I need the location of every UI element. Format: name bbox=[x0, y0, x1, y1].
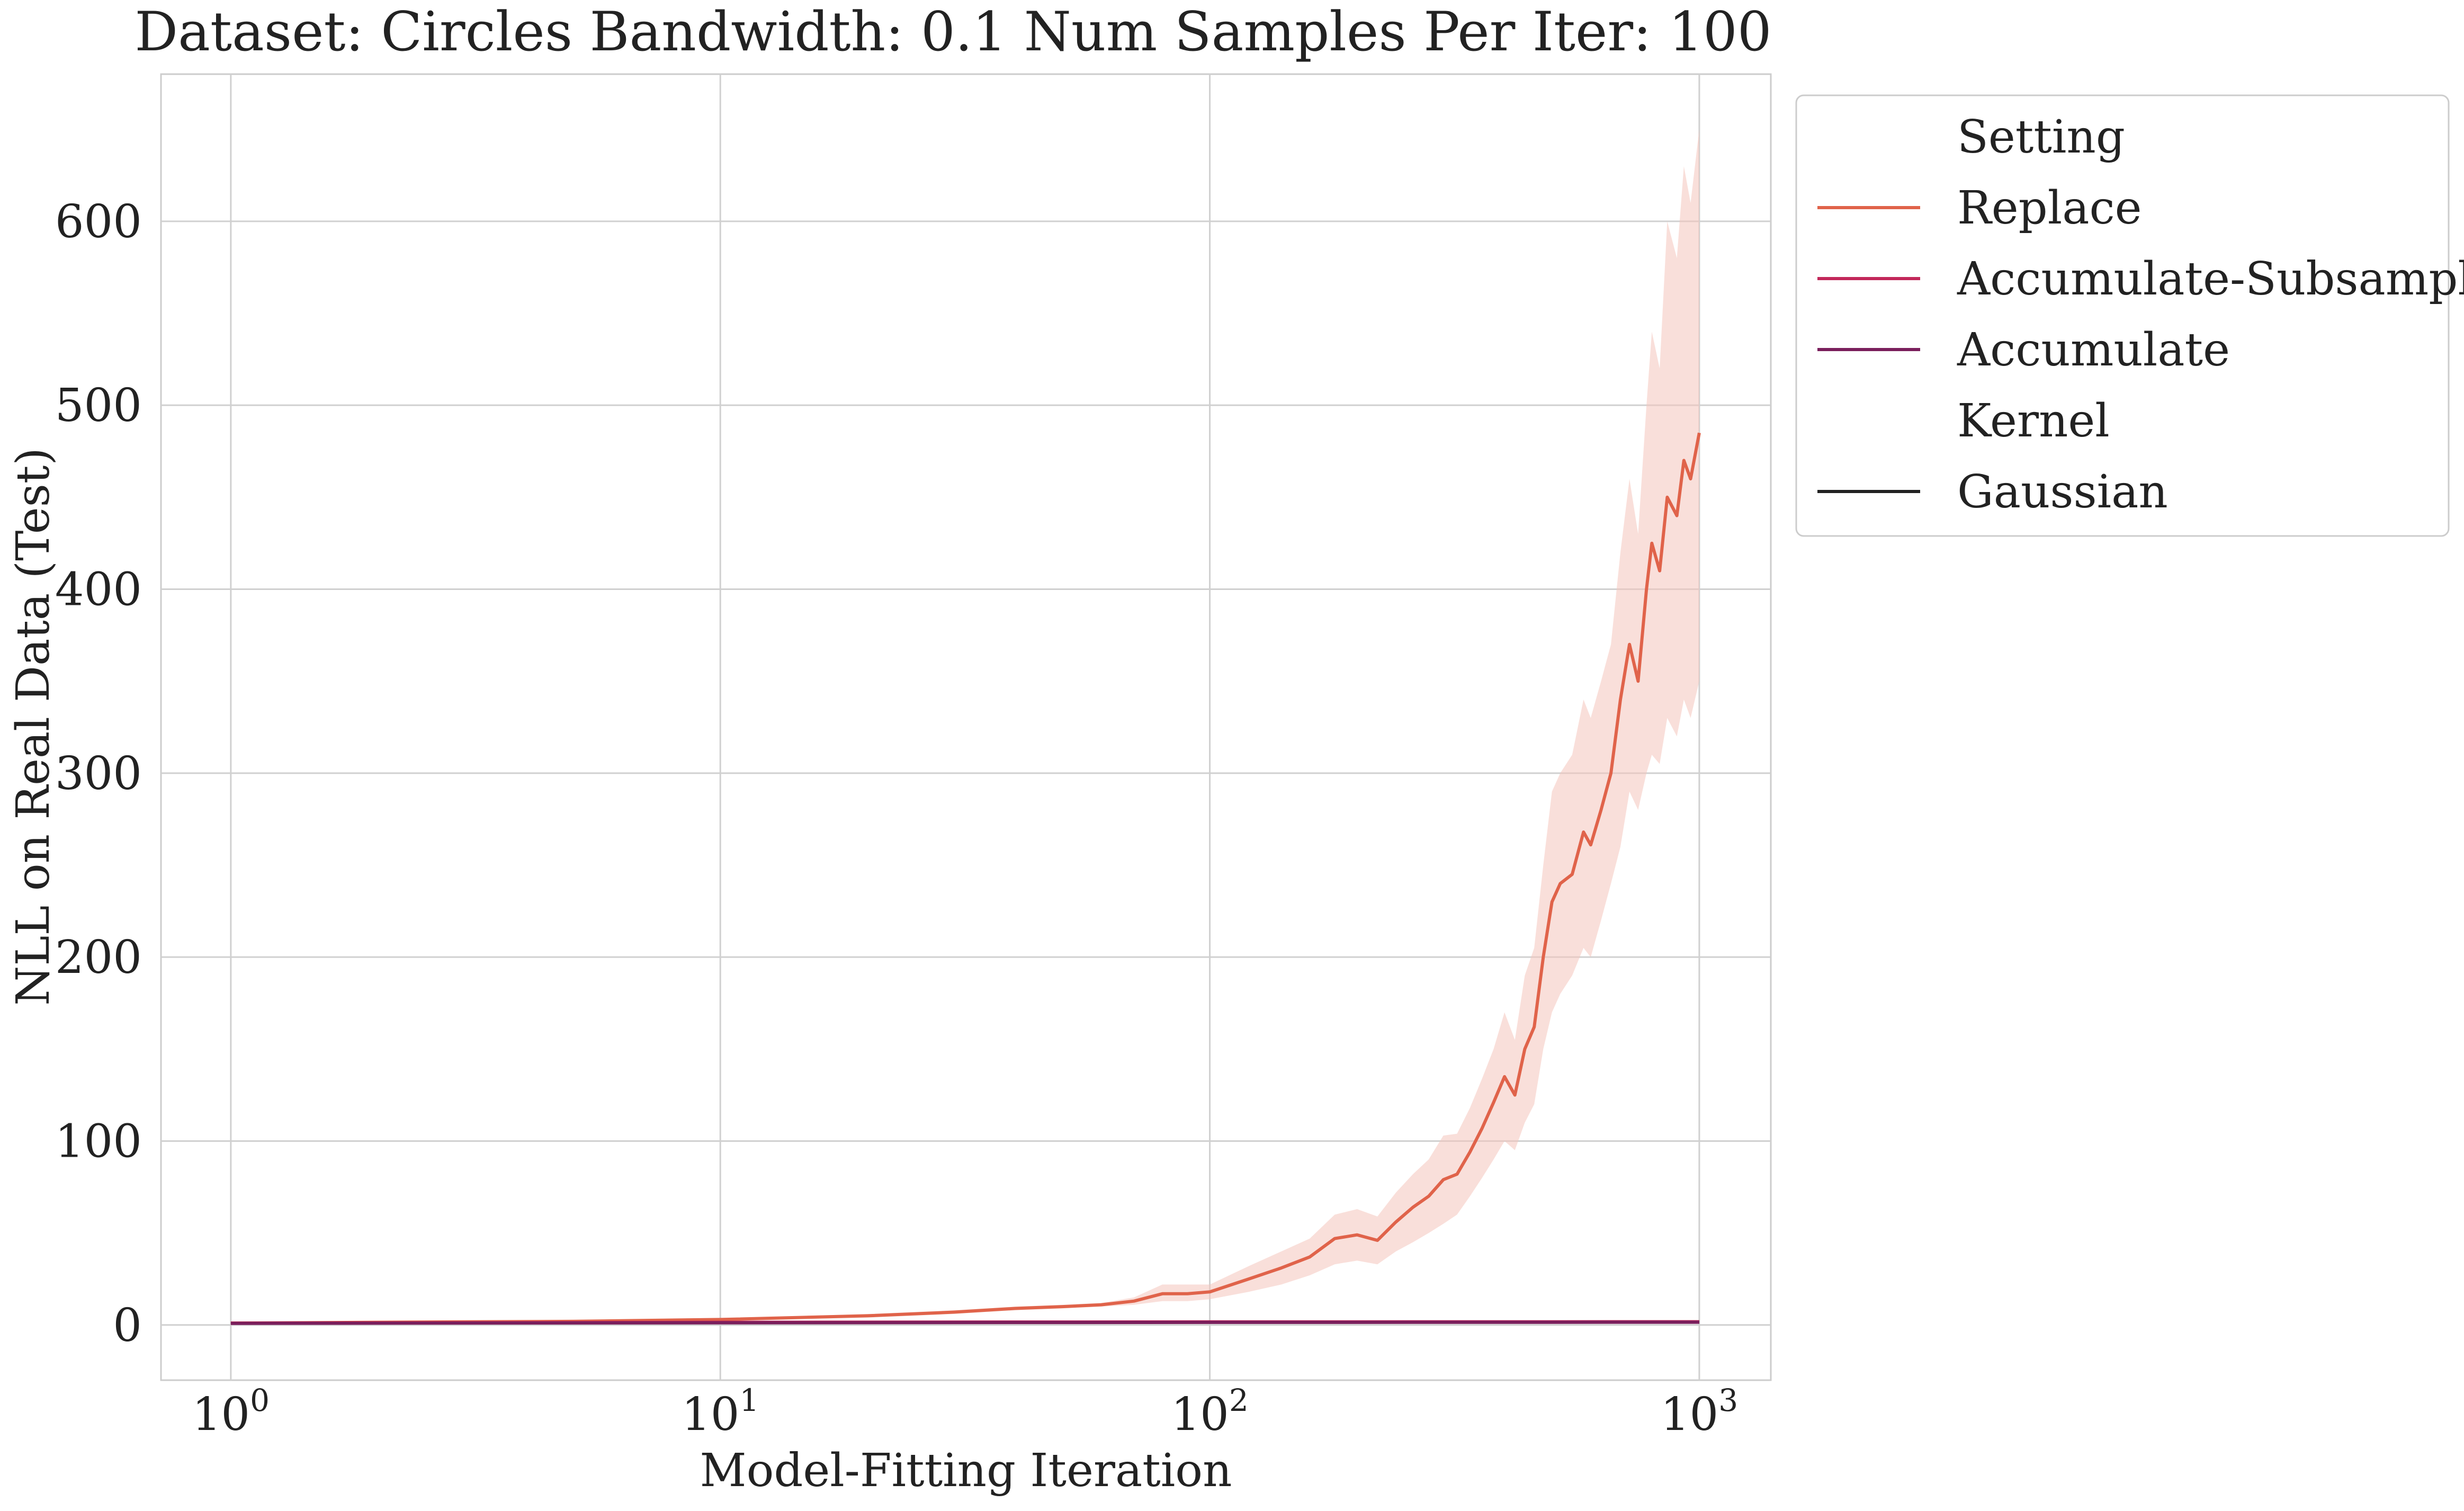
legend-label-gaussian: Gaussian bbox=[1957, 466, 2168, 518]
x-tick-exponent: 0 bbox=[250, 1382, 270, 1418]
x-tick-exponent: 3 bbox=[1718, 1382, 1738, 1418]
grid bbox=[161, 74, 1771, 1380]
legend-box bbox=[1795, 94, 2450, 537]
x-tick-base: 10 bbox=[1171, 1388, 1229, 1441]
legend-label-replace: Replace bbox=[1957, 182, 2142, 235]
legend-label-kernel: Kernel bbox=[1957, 395, 2110, 448]
x-tick-base: 10 bbox=[1661, 1388, 1718, 1441]
x-tick-label: 103 bbox=[1661, 1382, 1738, 1441]
x-tick-labels: 100 101 102 103 bbox=[192, 1382, 1738, 1441]
legend: Setting Replace Accumulate-Subsample Accumu… bbox=[1795, 94, 2464, 537]
y-tick-label: 0 bbox=[113, 1299, 142, 1352]
y-tick-label: 400 bbox=[55, 564, 142, 616]
y-axis-label: NLL on Real Data (Test) bbox=[7, 448, 60, 1006]
x-tick-base: 10 bbox=[192, 1388, 250, 1441]
plot-area bbox=[160, 73, 1772, 1381]
chart-title: Dataset: Circles Bandwidth: 0.1 Num Samp… bbox=[135, 1, 1771, 64]
x-tick-exponent: 2 bbox=[1229, 1382, 1249, 1418]
legend-label-accumulate: Accumulate bbox=[1957, 324, 2230, 377]
x-tick-base: 10 bbox=[682, 1388, 739, 1441]
legend-label-setting: Setting bbox=[1957, 111, 2125, 164]
y-tick-label: 200 bbox=[55, 931, 142, 984]
y-tick-label: 300 bbox=[55, 747, 142, 800]
series-lines bbox=[230, 432, 1701, 1325]
x-tick-label: 101 bbox=[682, 1382, 759, 1441]
y-tick-label: 500 bbox=[55, 379, 142, 432]
y-tick-label: 100 bbox=[55, 1115, 142, 1168]
x-tick-exponent: 1 bbox=[739, 1382, 759, 1418]
line-accumulate bbox=[230, 1320, 1699, 1325]
x-axis-label: Model-Fitting Iteration bbox=[700, 1444, 1232, 1497]
legend-label-accumulate-subsample: Accumulate-Subsample bbox=[1957, 253, 2464, 306]
line-replace bbox=[230, 432, 1701, 1325]
y-tick-label: 600 bbox=[55, 195, 142, 248]
x-tick-label: 100 bbox=[192, 1382, 270, 1441]
y-tick-labels: 0 100 200 300 400 500 600 bbox=[55, 195, 142, 1352]
x-tick-label: 102 bbox=[1171, 1382, 1248, 1441]
